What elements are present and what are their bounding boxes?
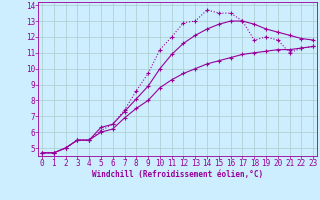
X-axis label: Windchill (Refroidissement éolien,°C): Windchill (Refroidissement éolien,°C): [92, 170, 263, 179]
